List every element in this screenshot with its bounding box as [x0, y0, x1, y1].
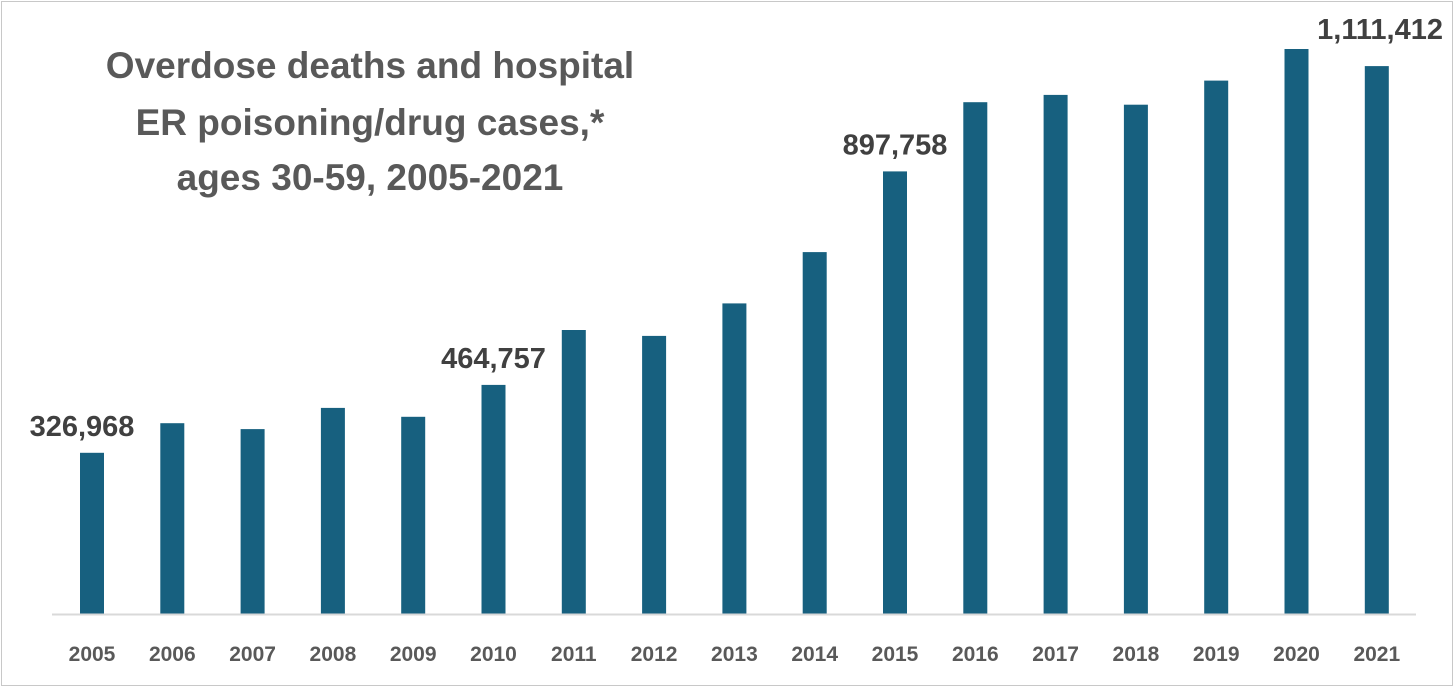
chart-title-line-3: ages 30-59, 2005-2021	[177, 157, 564, 198]
x-tick-label-2011: 2011	[551, 643, 597, 666]
chart-title-line-1: Overdose deaths and hospital	[106, 45, 634, 86]
x-tick-label-2008: 2008	[310, 643, 357, 666]
x-tick-label-2019: 2019	[1193, 643, 1240, 666]
x-tick-label-2012: 2012	[631, 643, 678, 666]
x-tick-label-2020: 2020	[1273, 643, 1320, 666]
x-axis-tick-labels: 2005 2006 2007 2008 2009 2010 2011 2012 2013 2014…	[69, 643, 1401, 666]
x-tick-label-2006: 2006	[149, 643, 196, 666]
bar-2005	[80, 452, 104, 614]
bar-2020	[1284, 49, 1309, 614]
chart-title: Overdose deaths and hospital ER poisonin…	[106, 45, 634, 198]
x-tick-label-2007: 2007	[229, 643, 276, 666]
bar-2011	[561, 330, 586, 614]
bar-2009	[401, 416, 426, 614]
x-tick-label-2013: 2013	[711, 643, 758, 666]
data-labels: 326,968 464,757 897,758 1,111,412	[30, 14, 1443, 443]
x-tick-label-2014: 2014	[791, 643, 838, 666]
x-tick-label-2016: 2016	[952, 643, 999, 666]
bar-2016	[963, 102, 988, 614]
x-tick-label-2021: 2021	[1353, 643, 1400, 666]
data-label-2005: 326,968	[30, 411, 135, 443]
bar-2015	[883, 171, 907, 614]
bar-2007	[240, 429, 265, 614]
bar-2006	[160, 423, 185, 614]
bar-series	[80, 49, 1389, 615]
bar-2014	[802, 252, 827, 614]
x-tick-label-2005: 2005	[69, 643, 116, 666]
chart-title-line-2: ER poisoning/drug cases,*	[136, 102, 605, 143]
bar-2018	[1123, 104, 1148, 614]
data-label-2015: 897,758	[843, 129, 948, 161]
bar-2008	[320, 407, 345, 614]
bar-2021	[1364, 66, 1389, 615]
x-tick-label-2018: 2018	[1113, 643, 1160, 666]
bar-2019	[1204, 80, 1229, 615]
data-label-2021: 1,111,412	[1317, 14, 1443, 46]
bar-2012	[642, 335, 667, 614]
bar-2017	[1043, 94, 1068, 614]
bar-2013	[722, 303, 747, 614]
data-label-2010: 464,757	[441, 343, 546, 375]
x-tick-label-2010: 2010	[470, 643, 517, 666]
x-tick-label-2015: 2015	[872, 643, 919, 666]
bar-2010	[481, 384, 506, 614]
x-tick-label-2009: 2009	[390, 643, 437, 666]
x-tick-label-2017: 2017	[1032, 643, 1079, 666]
